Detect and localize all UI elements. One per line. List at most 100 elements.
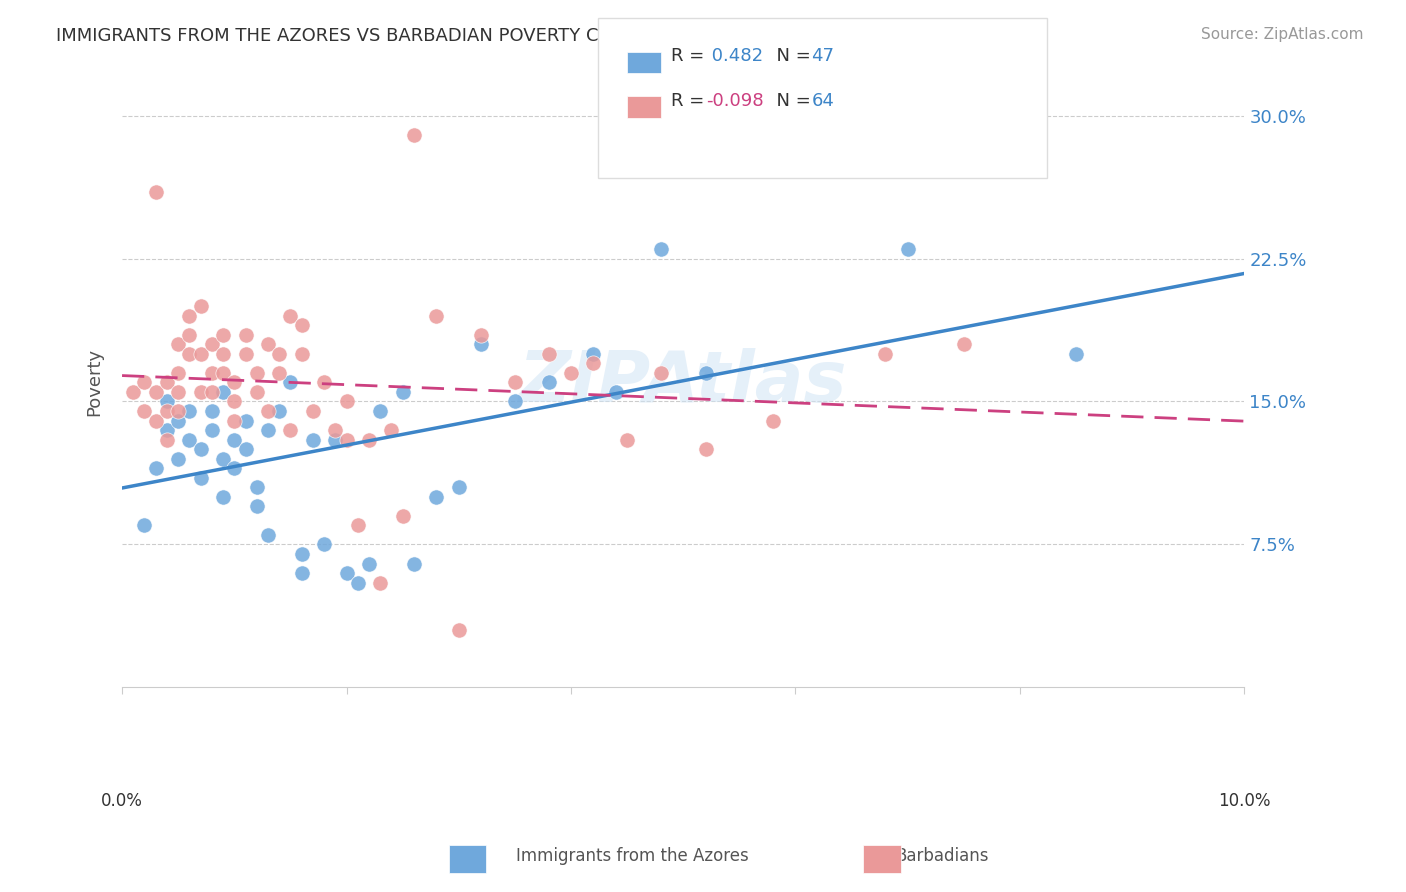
Point bbox=[156, 394, 179, 409]
Text: 0.0%: 0.0% bbox=[101, 792, 143, 810]
Point bbox=[402, 557, 425, 571]
Point bbox=[291, 318, 314, 333]
Point bbox=[280, 423, 302, 437]
Point bbox=[280, 309, 302, 323]
Point bbox=[167, 404, 190, 418]
Point bbox=[179, 309, 201, 323]
Point bbox=[605, 384, 627, 399]
Point bbox=[650, 242, 672, 256]
Point bbox=[190, 347, 212, 361]
Point bbox=[201, 384, 224, 399]
Point bbox=[695, 366, 717, 380]
Point bbox=[145, 461, 167, 475]
Point bbox=[167, 451, 190, 466]
Point bbox=[269, 347, 291, 361]
Point bbox=[425, 490, 447, 504]
Point bbox=[695, 442, 717, 457]
Point bbox=[156, 433, 179, 447]
Point bbox=[167, 413, 190, 427]
Point bbox=[269, 366, 291, 380]
Point bbox=[391, 508, 413, 523]
Point bbox=[257, 528, 280, 542]
Point bbox=[312, 537, 335, 551]
Point bbox=[246, 480, 269, 494]
Point bbox=[447, 624, 470, 638]
Point bbox=[224, 433, 246, 447]
Point bbox=[323, 433, 346, 447]
Point bbox=[470, 337, 492, 351]
Point bbox=[357, 557, 380, 571]
Point bbox=[503, 394, 526, 409]
Point bbox=[224, 413, 246, 427]
Text: 10.0%: 10.0% bbox=[1218, 792, 1271, 810]
Text: R =: R = bbox=[671, 92, 710, 110]
Text: Barbadians: Barbadians bbox=[896, 847, 988, 865]
Point bbox=[257, 404, 280, 418]
Point bbox=[302, 404, 325, 418]
Point bbox=[470, 327, 492, 342]
Point bbox=[122, 384, 145, 399]
Point bbox=[582, 347, 605, 361]
Point bbox=[145, 185, 167, 199]
Point bbox=[145, 413, 167, 427]
Point bbox=[335, 394, 357, 409]
Point bbox=[312, 376, 335, 390]
Point bbox=[201, 423, 224, 437]
Point bbox=[425, 309, 447, 323]
Point bbox=[335, 566, 357, 580]
Point bbox=[346, 518, 368, 533]
Point bbox=[179, 404, 201, 418]
Text: Immigrants from the Azores: Immigrants from the Azores bbox=[516, 847, 749, 865]
Point bbox=[179, 347, 201, 361]
Point bbox=[212, 366, 235, 380]
Point bbox=[246, 500, 269, 514]
Text: N =: N = bbox=[765, 47, 817, 65]
Point bbox=[156, 404, 179, 418]
Point bbox=[537, 376, 560, 390]
Point bbox=[167, 384, 190, 399]
Point bbox=[190, 442, 212, 457]
Text: R =: R = bbox=[671, 47, 710, 65]
Point bbox=[246, 384, 269, 399]
Point bbox=[201, 337, 224, 351]
Point bbox=[875, 347, 897, 361]
Point bbox=[280, 376, 302, 390]
Point bbox=[212, 327, 235, 342]
Point bbox=[291, 347, 314, 361]
Point bbox=[235, 347, 257, 361]
Point bbox=[212, 347, 235, 361]
Point bbox=[897, 242, 920, 256]
Point bbox=[269, 404, 291, 418]
Point bbox=[224, 461, 246, 475]
Text: IMMIGRANTS FROM THE AZORES VS BARBADIAN POVERTY CORRELATION CHART: IMMIGRANTS FROM THE AZORES VS BARBADIAN … bbox=[56, 27, 780, 45]
Point bbox=[235, 413, 257, 427]
Text: 0.482: 0.482 bbox=[706, 47, 763, 65]
Point bbox=[616, 433, 638, 447]
Point bbox=[335, 433, 357, 447]
Point bbox=[368, 404, 391, 418]
Point bbox=[291, 547, 314, 561]
Point bbox=[156, 423, 179, 437]
Y-axis label: Poverty: Poverty bbox=[86, 349, 103, 417]
Point bbox=[380, 423, 402, 437]
Point bbox=[134, 518, 156, 533]
Text: -0.098: -0.098 bbox=[706, 92, 763, 110]
Point bbox=[134, 404, 156, 418]
Point bbox=[212, 490, 235, 504]
Text: 64: 64 bbox=[811, 92, 834, 110]
Point bbox=[190, 299, 212, 313]
Point bbox=[391, 384, 413, 399]
Point bbox=[190, 384, 212, 399]
Point bbox=[560, 366, 582, 380]
Point bbox=[190, 471, 212, 485]
Point bbox=[167, 337, 190, 351]
Point bbox=[201, 366, 224, 380]
Point bbox=[201, 404, 224, 418]
Point bbox=[323, 423, 346, 437]
Point bbox=[235, 442, 257, 457]
Point bbox=[357, 433, 380, 447]
Point bbox=[224, 394, 246, 409]
Point bbox=[145, 384, 167, 399]
Point bbox=[368, 575, 391, 590]
Point bbox=[402, 128, 425, 142]
